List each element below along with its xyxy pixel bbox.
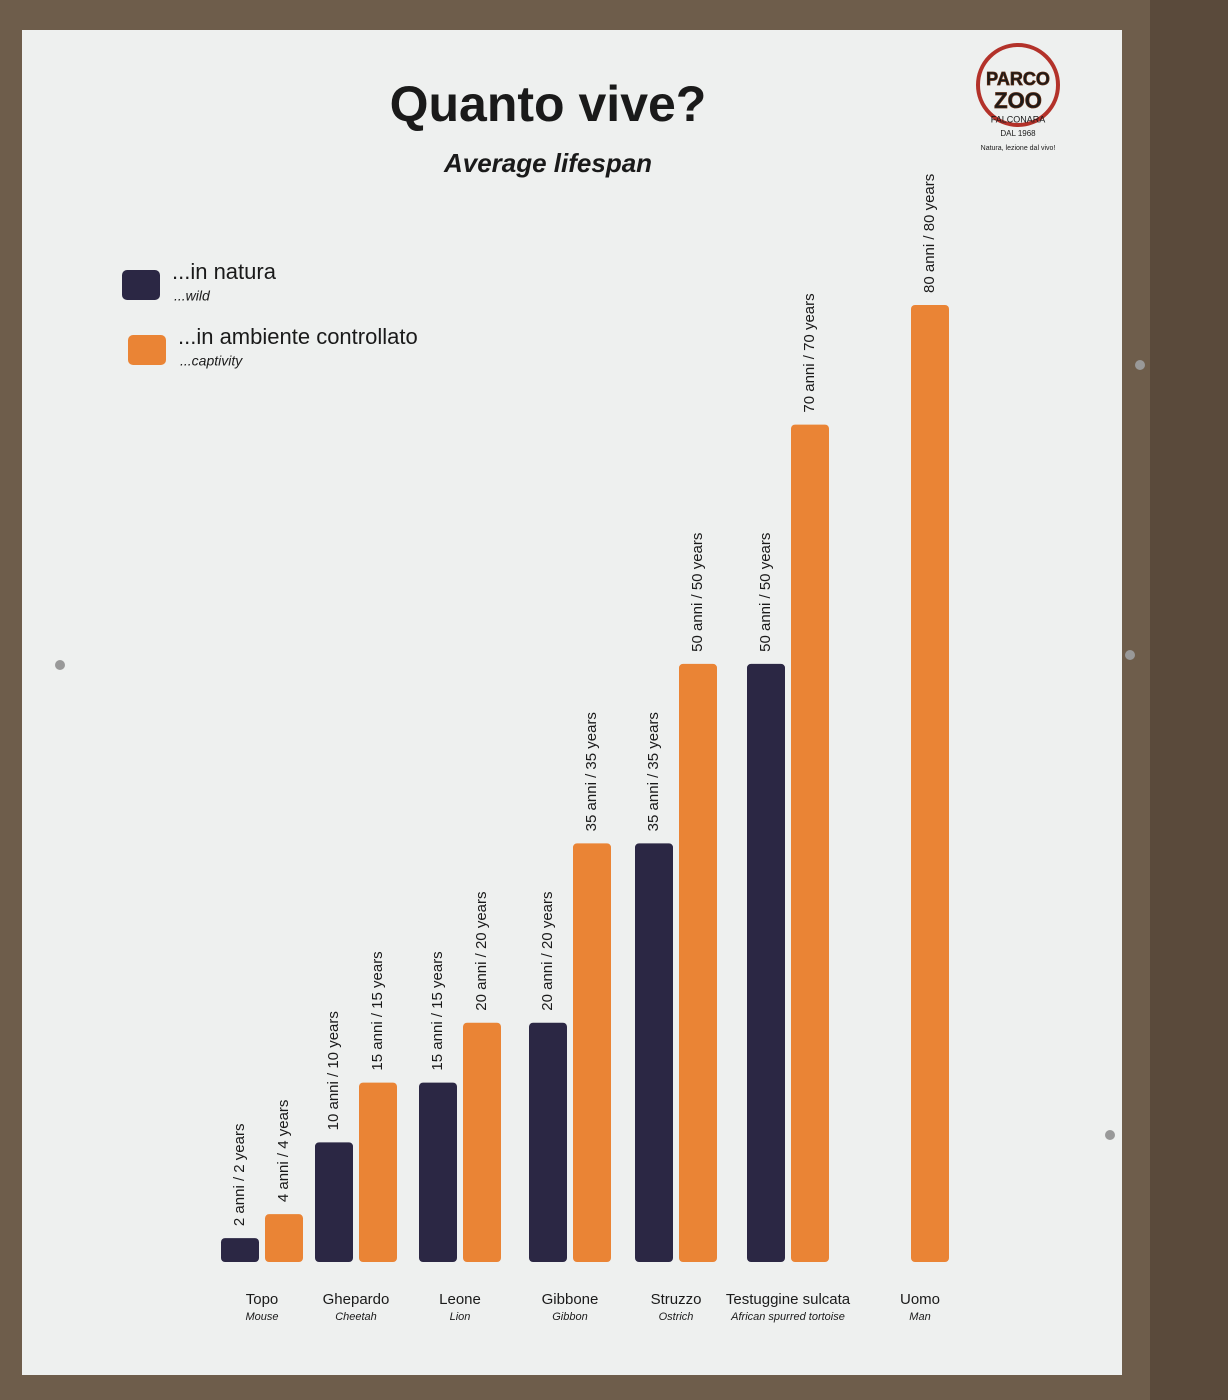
value-label: 20 anni / 20 years [473,892,490,1011]
panel [22,30,1122,1375]
legend-label: ...in natura [172,259,277,284]
bar [911,305,949,1262]
value-label: 2 anni / 2 years [231,1124,248,1227]
chart-subtitle: Average lifespan [443,148,652,178]
value-label: 4 anni / 4 years [275,1100,292,1203]
logo-text: ZOO [994,88,1042,113]
logo-motto: Natura, lezione dal vivo! [981,145,1056,152]
bar [529,1022,567,1262]
category-label: Struzzo [651,1291,702,1308]
legend-swatch [128,335,166,365]
value-label: 50 anni / 50 years [689,533,706,652]
logo-text: PARCO [986,69,1050,89]
screw [55,660,65,670]
value-label: 35 anni / 35 years [645,712,662,831]
logo-text: FALCONARA [991,114,1046,124]
bar [463,1022,501,1262]
bar [359,1082,397,1262]
logo-text: DAL 1968 [1000,129,1036,138]
category-label: Testuggine sulcata [726,1291,851,1308]
value-label: 70 anni / 70 years [801,293,818,412]
category-sublabel: Lion [450,1311,471,1323]
category-label: Uomo [900,1291,940,1308]
category-label: Gibbone [542,1291,599,1308]
value-label: 50 anni / 50 years [757,533,774,652]
screw [1125,650,1135,660]
legend-label: ...in ambiente controllato [178,324,418,349]
category-sublabel: Cheetah [335,1311,377,1323]
value-label: 15 anni / 15 years [369,951,386,1070]
legend-swatch [122,270,160,300]
category-sublabel: Ostrich [659,1311,694,1323]
value-label: 80 anni / 80 years [921,174,938,293]
category-label: Topo [246,1291,279,1308]
bar [419,1082,457,1262]
logo: PARCO ZOO FALCONARA DAL 1968 Natura, lez… [976,43,1060,152]
bar [791,424,829,1262]
category-label: Leone [439,1291,481,1308]
value-label: 15 anni / 15 years [429,951,446,1070]
legend-sublabel: ...captivity [180,353,243,369]
bar [573,843,611,1262]
bar [221,1238,259,1262]
category-sublabel: Gibbon [552,1311,587,1323]
bar [747,663,785,1262]
category-sublabel: Mouse [245,1311,278,1323]
bar [635,843,673,1262]
bar [679,663,717,1262]
category-sublabel: Man [909,1311,930,1323]
chart-title: Quanto vive? [390,76,707,132]
bar [315,1142,353,1262]
screw [1135,360,1145,370]
screw [1105,1130,1115,1140]
category-sublabel: African spurred tortoise [730,1311,845,1323]
category-label: Ghepardo [323,1291,390,1308]
legend-sublabel: ...wild [174,288,211,304]
bar [265,1214,303,1262]
value-label: 10 anni / 10 years [325,1011,342,1130]
value-label: 20 anni / 20 years [539,892,556,1011]
value-label: 35 anni / 35 years [583,712,600,831]
logo-ring [976,43,1060,127]
wood-post [1150,0,1228,1400]
